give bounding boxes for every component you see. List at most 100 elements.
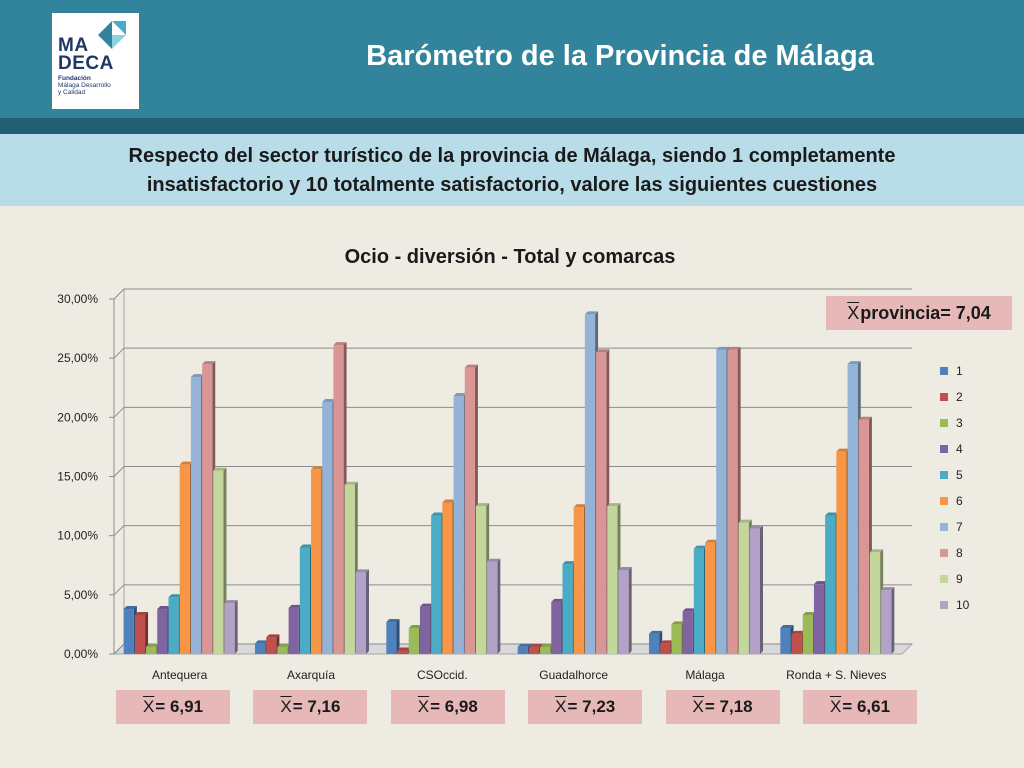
bar — [213, 470, 224, 654]
legend-item: 2 — [940, 384, 1010, 410]
gridline — [113, 347, 912, 359]
logo-subtitle: Fundación Málaga Desarrollo y Calidad — [58, 75, 111, 96]
legend-label: 9 — [956, 572, 963, 586]
y-tick-label: 20,00% — [57, 410, 98, 424]
bar — [813, 584, 825, 654]
bar-top — [299, 544, 313, 548]
bar — [517, 646, 528, 654]
bar-top — [266, 634, 280, 638]
bar — [749, 528, 760, 654]
bar-top — [190, 374, 205, 378]
region-mean-badge: X = 7,16 — [253, 690, 368, 724]
bar-top — [453, 393, 467, 397]
bar-top — [475, 503, 490, 507]
bar — [311, 469, 322, 654]
bar — [333, 345, 344, 654]
x-tick-label: Axarquía — [287, 668, 335, 682]
legend-label: 3 — [956, 416, 963, 430]
header-bar — [0, 0, 1024, 118]
bar-top — [540, 643, 554, 647]
bar — [780, 627, 791, 654]
region-mean-value: = 7,18 — [704, 697, 753, 716]
bar — [618, 569, 629, 654]
x-tick-label: Guadalhorce — [539, 668, 608, 682]
region-mean-value: = 7,16 — [292, 697, 341, 716]
bar-top — [562, 561, 576, 565]
legend-item: 7 — [940, 514, 1010, 540]
bar — [453, 396, 464, 654]
bar-top — [288, 604, 302, 608]
bar — [157, 609, 168, 654]
bar — [540, 646, 551, 654]
bar-top — [682, 608, 696, 612]
mean-symbol: X — [555, 697, 567, 716]
bar-top — [277, 643, 291, 647]
legend-swatch — [940, 575, 948, 583]
bar — [288, 607, 299, 654]
legend-swatch — [940, 393, 948, 401]
bar — [322, 401, 333, 654]
bar — [397, 650, 408, 654]
mean-symbol: X — [417, 697, 430, 716]
bar-side — [628, 566, 632, 654]
logo-mark-icon — [98, 21, 126, 49]
bar-top — [858, 416, 872, 420]
bar-top — [738, 519, 752, 523]
bar-top — [596, 349, 610, 353]
bar — [858, 419, 869, 654]
x-tick-label: Ronda + S. Nieves — [786, 668, 886, 682]
bar-side — [366, 569, 369, 654]
bar-top — [705, 539, 719, 543]
mean-symbol: X — [692, 697, 704, 716]
legend-swatch — [940, 419, 948, 427]
bar — [442, 502, 453, 654]
legend-swatch — [940, 549, 948, 557]
bar-top — [123, 606, 137, 610]
bar — [224, 603, 235, 654]
legend-swatch — [940, 523, 948, 531]
bar — [649, 633, 660, 654]
bar — [277, 646, 288, 654]
bar-top — [791, 630, 805, 634]
region-mean-value: = 7,23 — [567, 697, 616, 716]
bar-top — [660, 640, 674, 644]
bar — [386, 622, 397, 654]
bar-top — [333, 342, 347, 346]
legend-label: 1 — [956, 364, 963, 378]
bar-top — [344, 481, 358, 485]
bar — [123, 609, 134, 654]
bar — [562, 564, 573, 654]
bar-top — [780, 624, 794, 628]
bar-top — [322, 398, 336, 402]
gridline — [113, 466, 912, 477]
madeca-logo: MA DECA Fundación Málaga Desarrollo y Ca… — [52, 13, 139, 109]
bar-top — [649, 630, 663, 634]
bar-side — [891, 587, 895, 654]
bar-top — [881, 587, 895, 591]
bar — [179, 464, 190, 654]
legend-item: 10 — [940, 592, 1010, 618]
bar-top — [408, 624, 422, 628]
y-tick-label: 10,00% — [57, 529, 98, 543]
bar-top — [618, 566, 632, 570]
bar — [487, 561, 498, 654]
bar — [869, 552, 881, 654]
bar — [705, 542, 716, 654]
page-title: Barómetro de la Provincia de Málaga — [366, 40, 874, 72]
legend-label: 2 — [956, 390, 963, 404]
y-tick-label: 0,00% — [64, 647, 98, 661]
bar — [881, 590, 892, 654]
x-tick-label: Málaga — [685, 668, 725, 682]
bar-top — [311, 466, 325, 470]
legend-item: 9 — [940, 566, 1010, 592]
bar-top — [386, 619, 400, 623]
y-tick-label: 5,00% — [64, 588, 98, 602]
bar — [134, 614, 146, 654]
legend-label: 6 — [956, 494, 963, 508]
bar-side — [234, 600, 238, 654]
bar — [475, 506, 487, 654]
bar-top — [551, 598, 565, 602]
bar-top — [168, 594, 182, 598]
gridline — [113, 525, 912, 537]
bar — [584, 314, 596, 654]
